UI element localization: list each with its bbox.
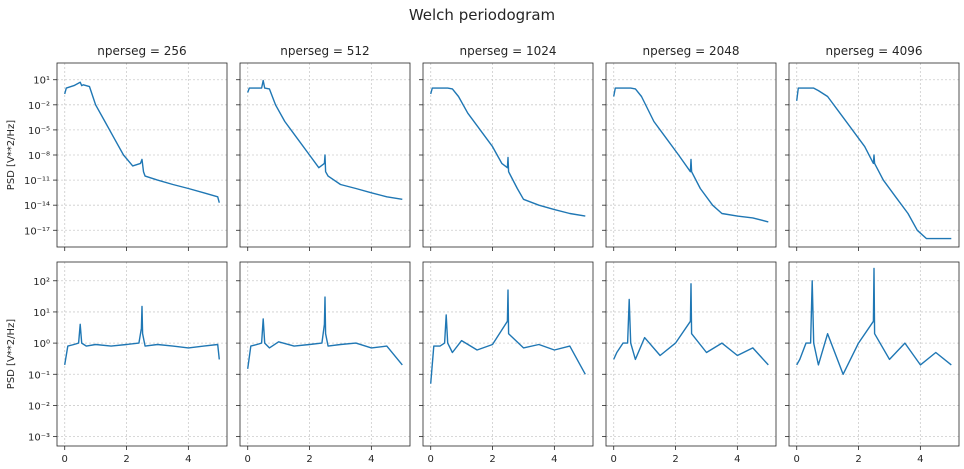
x-tick-label: 4: [368, 454, 374, 465]
y-axis-label: PSD [V**2/Hz]: [6, 120, 17, 190]
psd-line: [613, 283, 769, 366]
psd-line: [64, 81, 220, 203]
y-tick-label: 10⁻¹⁴: [24, 201, 50, 212]
psd-line: [430, 87, 586, 217]
axes-frame: [422, 261, 594, 447]
panel-0-2: nperseg = 1024: [419, 44, 594, 251]
y-tick-label: 10⁻¹⁷: [24, 226, 50, 237]
y-tick-label: 10²: [33, 277, 50, 288]
x-tick-label: 4: [551, 454, 557, 465]
x-tick-label: 2: [123, 454, 129, 465]
y-tick-label: 10⁻⁵: [28, 126, 50, 137]
panel-1-4: 0 2 4: [785, 261, 960, 465]
x-tick-label: 0: [245, 454, 251, 465]
x-tick-label: 0: [62, 454, 68, 465]
axes-frame: [56, 261, 228, 447]
panel-0-0: 10¹ 10⁻² 10⁻⁵ 10⁻⁸ 10⁻¹¹ 10⁻¹⁴ 10⁻¹⁷ nperseg = …: [6, 44, 228, 251]
x-tick-label: 2: [672, 454, 678, 465]
axes-frame: [788, 261, 960, 447]
psd-line: [613, 87, 769, 223]
x-tick-label: 4: [185, 454, 191, 465]
figure-title: Welch periodogram: [409, 6, 555, 24]
psd-line: [64, 305, 220, 366]
y-tick-label: 10⁻¹: [28, 370, 50, 381]
x-tick-label: 4: [734, 454, 740, 465]
y-tick-label: 10⁰: [33, 339, 50, 350]
y-tick-label: 10¹: [33, 308, 50, 319]
panel-1-0: 0 2 4 10² 10¹ 10⁰ 10⁻¹ 10⁻² 10⁻³ PSD [V**2/Hz]: [6, 261, 228, 465]
psd-line: [430, 289, 586, 384]
psd-line: [247, 296, 403, 369]
x-tick-label: 2: [306, 454, 312, 465]
panel-1-2: 0 2 4: [419, 261, 594, 465]
y-axis-label: PSD [V**2/Hz]: [6, 319, 17, 389]
psd-line: [796, 87, 952, 240]
psd-line: [796, 267, 952, 375]
y-tick-label: 10⁻¹¹: [24, 176, 50, 187]
x-tick-label: 4: [917, 454, 923, 465]
panel-title: nperseg = 2048: [642, 44, 739, 58]
panel-0-1: nperseg = 512: [236, 44, 411, 251]
y-tick-label: 10⁻²: [28, 401, 50, 412]
panel-1-1: 0 2 4: [236, 261, 411, 465]
panel-title: nperseg = 1024: [459, 44, 556, 58]
x-tick-label: 0: [611, 454, 617, 465]
axes-frame: [239, 261, 411, 447]
panel-title: nperseg = 256: [97, 44, 186, 58]
y-tick-label: 10⁻⁸: [28, 151, 50, 162]
y-tick-label: 10⁻²: [28, 101, 50, 112]
x-tick-label: 0: [794, 454, 800, 465]
psd-line: [247, 79, 403, 200]
panel-0-3: nperseg = 2048: [602, 44, 777, 251]
panel-1-3: 0 2 4: [602, 261, 777, 465]
y-tick-label: 10¹: [33, 76, 50, 87]
axes-frame: [605, 261, 777, 447]
panel-title: nperseg = 4096: [825, 44, 922, 58]
x-tick-label: 0: [428, 454, 434, 465]
panel-0-4: nperseg = 4096: [785, 44, 960, 251]
x-tick-label: 2: [855, 454, 861, 465]
x-tick-label: 2: [489, 454, 495, 465]
y-tick-label: 10⁻³: [28, 433, 50, 444]
panel-title: nperseg = 512: [280, 44, 369, 58]
